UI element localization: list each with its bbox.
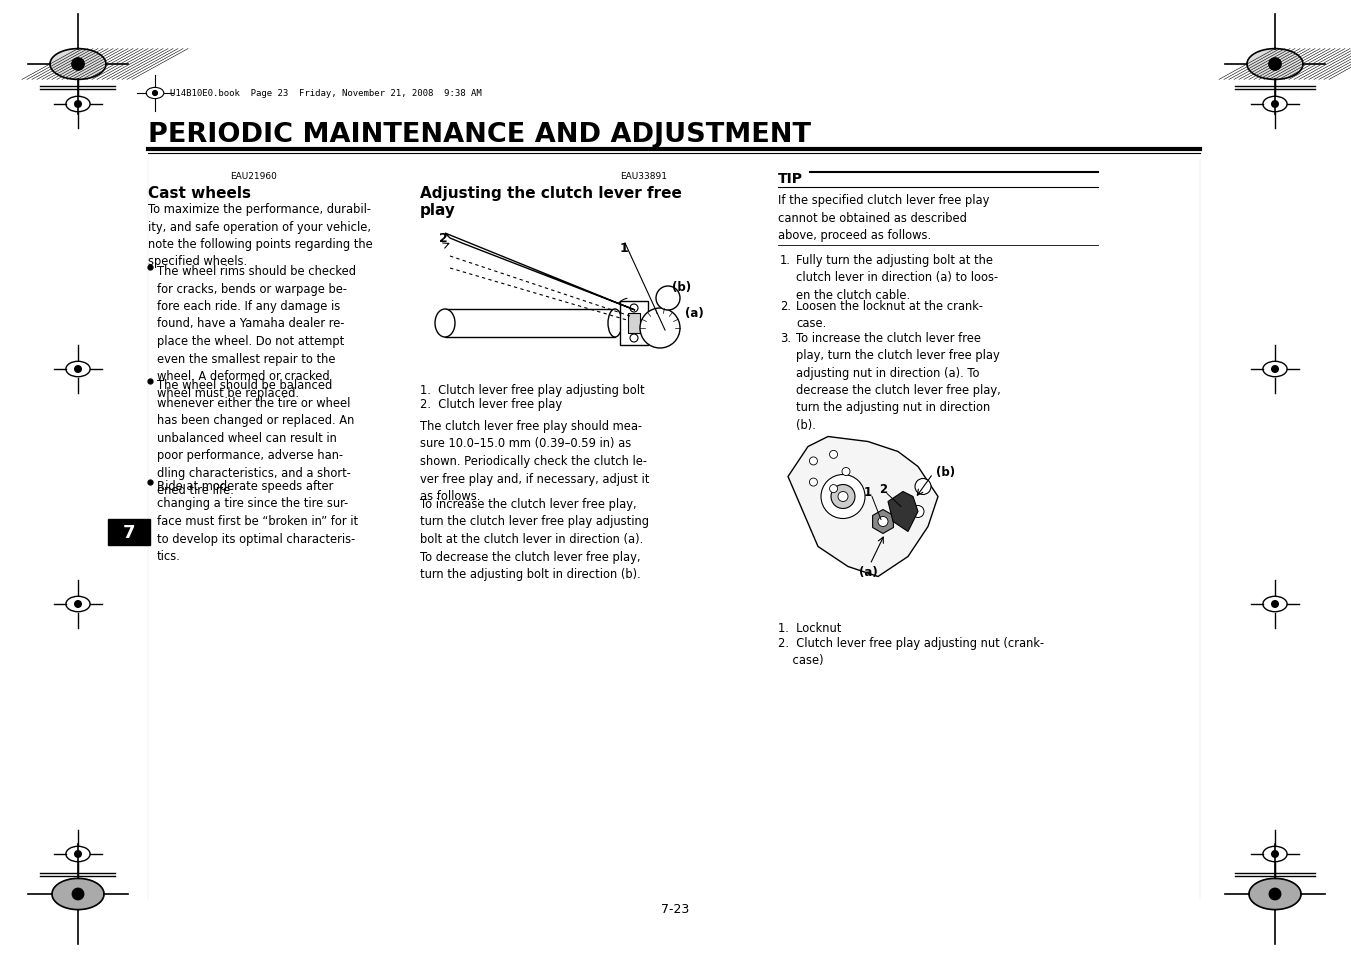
Circle shape <box>74 366 81 373</box>
Circle shape <box>809 478 817 487</box>
Circle shape <box>842 468 850 476</box>
Text: Cast wheels: Cast wheels <box>149 186 251 201</box>
Circle shape <box>912 506 924 518</box>
Text: 2: 2 <box>880 482 888 496</box>
Text: 7-23: 7-23 <box>661 902 689 916</box>
Ellipse shape <box>1263 846 1288 862</box>
Text: 1: 1 <box>620 242 628 254</box>
Circle shape <box>630 335 638 343</box>
Text: 1: 1 <box>863 485 871 498</box>
Polygon shape <box>1247 50 1302 80</box>
Polygon shape <box>888 492 917 532</box>
Circle shape <box>838 492 848 502</box>
Ellipse shape <box>1263 597 1288 612</box>
Circle shape <box>830 451 838 459</box>
Circle shape <box>640 309 680 349</box>
Polygon shape <box>50 50 105 80</box>
Circle shape <box>657 287 680 311</box>
Text: Ride at moderate speeds after
changing a tire since the tire sur-
face must firs: Ride at moderate speeds after changing a… <box>157 479 358 562</box>
Text: EAU33891: EAU33891 <box>620 172 667 181</box>
Text: (a): (a) <box>859 565 877 578</box>
Circle shape <box>630 305 638 313</box>
Circle shape <box>1270 888 1281 900</box>
Ellipse shape <box>66 97 91 112</box>
Circle shape <box>1271 102 1278 109</box>
Text: (b): (b) <box>671 280 692 294</box>
Ellipse shape <box>66 597 91 612</box>
Circle shape <box>153 91 158 96</box>
Text: 1.  Locknut: 1. Locknut <box>778 622 842 635</box>
Text: (a): (a) <box>685 307 704 320</box>
Circle shape <box>74 851 81 858</box>
Circle shape <box>74 601 81 608</box>
Circle shape <box>72 59 84 71</box>
Circle shape <box>1269 59 1281 71</box>
Text: To increase the clutch lever free play,
turn the clutch lever free play adjustin: To increase the clutch lever free play, … <box>420 497 648 580</box>
Circle shape <box>1271 366 1278 373</box>
Text: Adjusting the clutch lever free
play: Adjusting the clutch lever free play <box>420 186 682 218</box>
Ellipse shape <box>608 310 621 337</box>
Polygon shape <box>873 510 893 534</box>
Ellipse shape <box>1263 97 1288 112</box>
Text: TIP: TIP <box>778 172 802 186</box>
Circle shape <box>831 485 855 509</box>
Ellipse shape <box>146 89 163 99</box>
Circle shape <box>1271 601 1278 608</box>
Text: 1.: 1. <box>780 253 790 267</box>
Circle shape <box>821 475 865 519</box>
Polygon shape <box>444 233 635 311</box>
Circle shape <box>830 485 838 493</box>
Bar <box>628 314 640 334</box>
Circle shape <box>915 479 931 495</box>
Bar <box>108 519 150 545</box>
Text: To increase the clutch lever free
play, turn the clutch lever free play
adjustin: To increase the clutch lever free play, … <box>796 331 1001 432</box>
Circle shape <box>878 517 888 527</box>
Circle shape <box>809 457 817 465</box>
Text: 2.  Clutch lever free play: 2. Clutch lever free play <box>420 397 562 411</box>
Ellipse shape <box>66 362 91 377</box>
Text: 1.  Clutch lever free play adjusting bolt: 1. Clutch lever free play adjusting bolt <box>420 384 644 396</box>
Text: Loosen the locknut at the crank-
case.: Loosen the locknut at the crank- case. <box>796 299 984 330</box>
Text: 2: 2 <box>439 232 447 245</box>
Bar <box>620 302 648 346</box>
Text: The wheel rims should be checked
for cracks, bends or warpage be-
fore each ride: The wheel rims should be checked for cra… <box>157 265 357 400</box>
Text: U14B10E0.book  Page 23  Friday, November 21, 2008  9:38 AM: U14B10E0.book Page 23 Friday, November 2… <box>170 90 482 98</box>
Text: To maximize the performance, durabil-
ity, and safe operation of your vehicle,
n: To maximize the performance, durabil- it… <box>149 203 373 268</box>
Ellipse shape <box>435 310 455 337</box>
Text: If the specified clutch lever free play
cannot be obtained as described
above, p: If the specified clutch lever free play … <box>778 193 989 242</box>
Text: 2.  Clutch lever free play adjusting nut (crank-
    case): 2. Clutch lever free play adjusting nut … <box>778 636 1044 666</box>
Circle shape <box>1271 851 1278 858</box>
Text: PERIODIC MAINTENANCE AND ADJUSTMENT: PERIODIC MAINTENANCE AND ADJUSTMENT <box>149 122 811 148</box>
Ellipse shape <box>66 846 91 862</box>
Text: 2.: 2. <box>780 299 790 313</box>
Circle shape <box>74 102 81 109</box>
Ellipse shape <box>1263 362 1288 377</box>
Text: 7: 7 <box>123 523 135 541</box>
Text: The wheel should be balanced
whenever either the tire or wheel
has been changed : The wheel should be balanced whenever ei… <box>157 379 354 497</box>
Bar <box>444 310 615 337</box>
Text: 3.: 3. <box>780 331 790 344</box>
Text: The clutch lever free play should mea-
sure 10.0–15.0 mm (0.39–0.59 in) as
shown: The clutch lever free play should mea- s… <box>420 419 650 502</box>
Text: (b): (b) <box>936 465 955 478</box>
Circle shape <box>73 888 84 900</box>
Polygon shape <box>51 879 104 910</box>
Polygon shape <box>788 437 938 577</box>
Text: Fully turn the adjusting bolt at the
clutch lever in direction (a) to loos-
en t: Fully turn the adjusting bolt at the clu… <box>796 253 998 302</box>
Polygon shape <box>1250 879 1301 910</box>
Text: EAU21960: EAU21960 <box>230 172 277 181</box>
